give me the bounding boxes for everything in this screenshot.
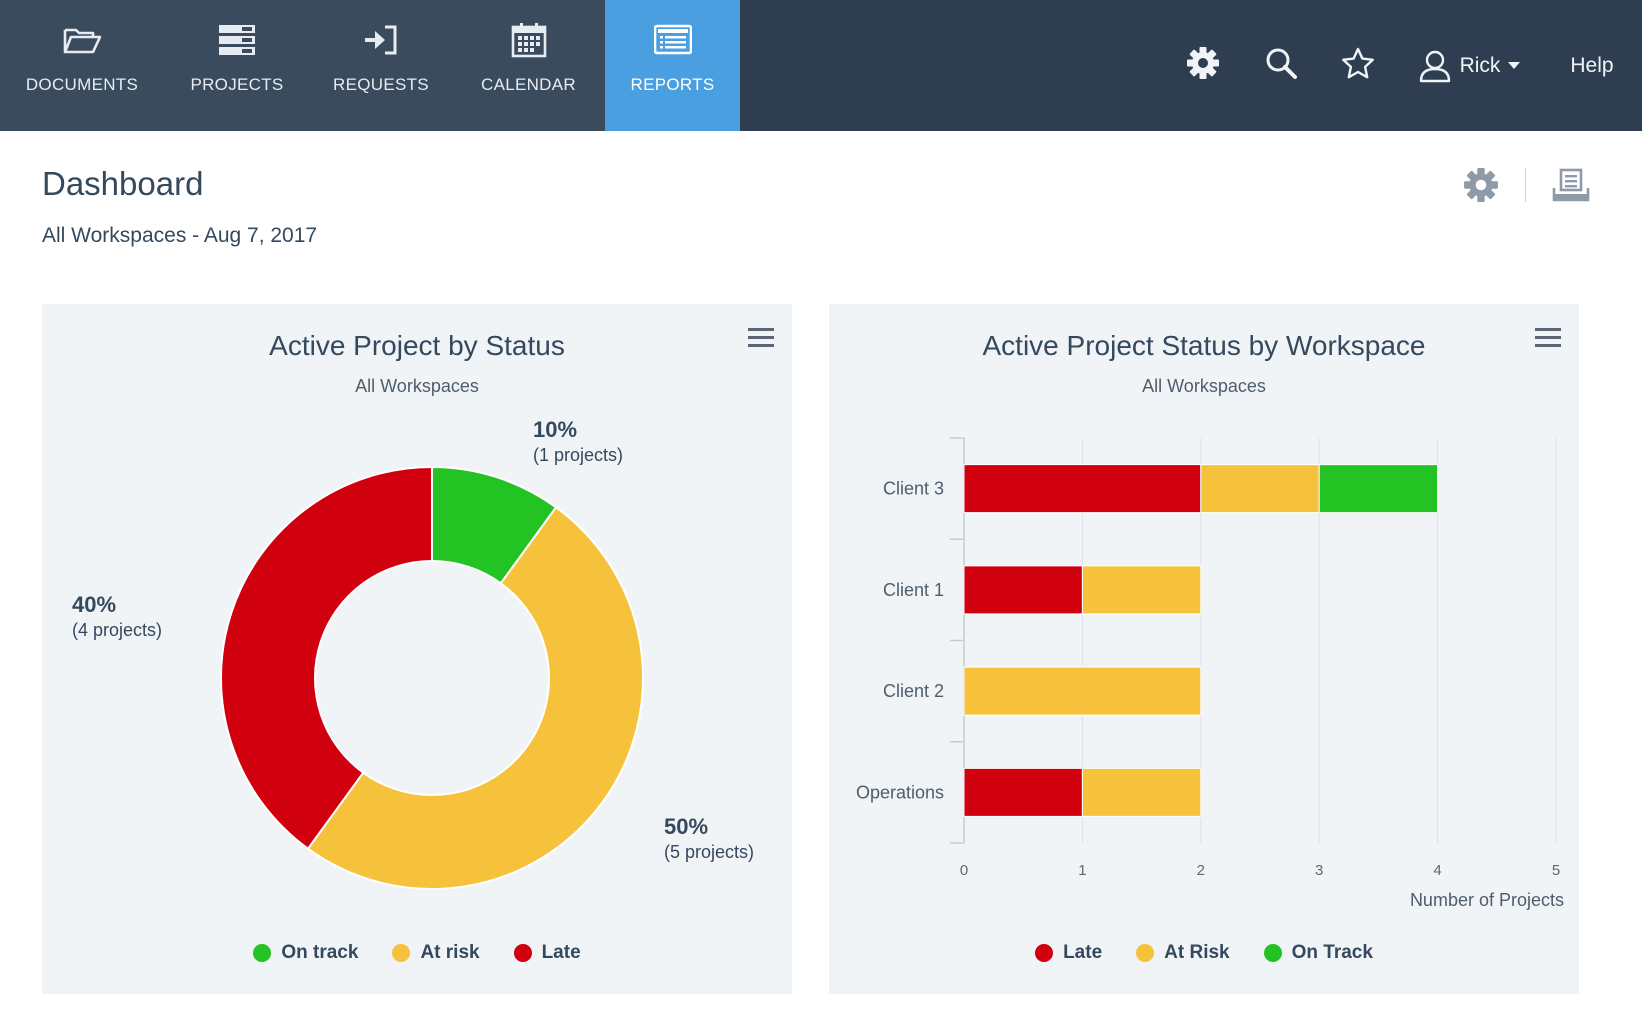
legend-item-at-risk[interactable]: At risk <box>392 942 480 964</box>
bar-operations-late[interactable] <box>963 767 1083 817</box>
bar-chart-title: Active Project Status by Workspace <box>982 330 1426 361</box>
calendar-icon <box>511 22 547 58</box>
x-tick-label: 4 <box>1433 862 1441 879</box>
tab-calendar[interactable]: CALENDAR <box>452 0 605 131</box>
page-subtitle: All Workspaces - Aug 7, 2017 <box>42 224 318 247</box>
legend-label-late: Late <box>541 942 581 963</box>
print-icon <box>1552 168 1590 202</box>
donut-label-percent-on-track: 10% <box>533 417 577 442</box>
y-category-label: Operations <box>856 782 944 802</box>
tab-projects-label: PROJECTS <box>190 75 284 94</box>
status-donut-chart: 10% (1 projects) 50% (5 projects) 40% (4 proj… <box>72 417 754 891</box>
dashboard-tools <box>1463 160 1590 210</box>
tab-reports-label: REPORTS <box>630 75 715 94</box>
legend-dot-at-risk <box>1136 944 1155 962</box>
gear-icon <box>1463 167 1499 203</box>
legend-item-late[interactable]: Late <box>1035 942 1102 964</box>
legend-label-at-risk: At Risk <box>1164 942 1230 963</box>
legend-dot-at-risk <box>392 944 411 962</box>
legend-dot-late <box>1035 944 1054 962</box>
legend-dot-on-track <box>253 944 272 962</box>
reports-icon <box>653 22 692 58</box>
bar-client-1-late[interactable] <box>963 565 1083 615</box>
settings-button[interactable] <box>1164 46 1242 85</box>
print-button[interactable] <box>1552 168 1590 202</box>
tab-documents[interactable]: DOCUMENTS <box>0 0 164 131</box>
top-navigation-bar: DOCUMENTS PROJECTS REQUESTS CALENDAR REP… <box>0 0 1642 131</box>
legend-label-late: Late <box>1063 942 1103 963</box>
y-category-label: Client 2 <box>883 681 944 701</box>
x-tick-label: 0 <box>960 862 968 879</box>
x-tick-label: 3 <box>1315 862 1323 879</box>
tab-projects[interactable]: PROJECTS <box>164 0 310 131</box>
donut-slice-late[interactable] <box>220 465 433 851</box>
search-icon <box>1265 47 1297 84</box>
bar-client-2-at-risk[interactable] <box>963 666 1202 716</box>
legend-dot-on-track <box>1263 944 1282 962</box>
legend-label-on-track: On Track <box>1291 942 1373 963</box>
tab-calendar-label: CALENDAR <box>481 75 576 94</box>
legend-label-at-risk: At risk <box>420 942 480 963</box>
tab-documents-label: DOCUMENTS <box>25 75 139 94</box>
main-nav-tabs: DOCUMENTS PROJECTS REQUESTS CALENDAR REP… <box>0 0 740 131</box>
legend-item-on-track[interactable]: On Track <box>1263 942 1373 964</box>
workspace-bar-panel: 0 1 2 3 4 5 Client 3 Client 1 Client 2 Operations… <box>829 304 1579 994</box>
bar-client-3-late[interactable] <box>963 464 1202 514</box>
x-tick-label: 5 <box>1552 862 1560 879</box>
x-tick-label: 2 <box>1197 862 1205 879</box>
help-link[interactable]: Help <box>1570 53 1614 77</box>
user-name: Rick <box>1459 53 1501 77</box>
workspace-bar-chart: 0 1 2 3 4 5 Client 3 Client 1 Client 2 Operations… <box>856 437 1564 910</box>
donut-label-count-on-track: (1 projects) <box>533 445 623 465</box>
donut-chart-legend: On track At risk Late <box>42 942 792 964</box>
donut-label-percent-late: 40% <box>72 592 116 617</box>
donut-label-count-at-risk: (5 projects) <box>664 842 754 862</box>
user-menu-button[interactable]: Rick <box>1396 49 1542 83</box>
donut-chart-menu-button[interactable] <box>748 326 774 348</box>
projects-icon <box>218 22 256 58</box>
donut-label-percent-at-risk: 50% <box>664 814 708 839</box>
legend-item-late[interactable]: Late <box>513 942 581 964</box>
user-icon <box>1418 49 1452 83</box>
nav-right-tools: Rick Help <box>1164 0 1642 131</box>
y-category-label: Client 1 <box>883 580 944 600</box>
legend-item-on-track[interactable]: On track <box>253 942 358 964</box>
legend-item-at-risk[interactable]: At Risk <box>1136 942 1230 964</box>
page-title: Dashboard <box>42 165 204 202</box>
bar-chart-menu-button[interactable] <box>1535 326 1561 348</box>
gear-icon <box>1186 46 1220 85</box>
x-tick-label: 1 <box>1078 862 1086 879</box>
donut-slice-at-risk[interactable] <box>306 505 644 891</box>
bar-client-3-on-track[interactable] <box>1318 464 1439 514</box>
donut-label-count-late: (4 projects) <box>72 620 162 640</box>
bar-client-3-at-risk[interactable] <box>1200 464 1320 514</box>
donut-chart-subtitle: All Workspaces <box>355 376 479 396</box>
caret-down-icon <box>1508 61 1521 70</box>
dashboard-settings-button[interactable] <box>1463 167 1499 203</box>
legend-label-on-track: On track <box>281 942 359 963</box>
folder-icon <box>62 22 102 58</box>
bar-operations-at-risk[interactable] <box>1081 767 1202 817</box>
search-button[interactable] <box>1242 47 1320 84</box>
bar-client-1-at-risk[interactable] <box>1081 565 1202 615</box>
legend-dot-late <box>513 944 532 962</box>
status-donut-panel: 10% (1 projects) 50% (5 projects) 40% (4 proj… <box>42 304 792 994</box>
favorites-button[interactable] <box>1320 47 1396 84</box>
hamburger-icon <box>1535 326 1561 348</box>
star-icon <box>1341 47 1375 84</box>
tab-requests-label: REQUESTS <box>333 75 429 94</box>
hamburger-icon <box>748 326 774 348</box>
requests-icon <box>363 22 399 58</box>
tab-reports[interactable]: REPORTS <box>605 0 740 131</box>
bar-chart-legend: Late At Risk On Track <box>829 942 1579 964</box>
tab-requests[interactable]: REQUESTS <box>310 0 452 131</box>
x-axis-label: Number of Projects <box>1410 890 1564 910</box>
toolbar-divider <box>1525 168 1526 202</box>
donut-chart-title: Active Project by Status <box>269 330 565 361</box>
y-category-label: Client 3 <box>883 479 944 499</box>
bar-chart-subtitle: All Workspaces <box>1142 376 1266 396</box>
